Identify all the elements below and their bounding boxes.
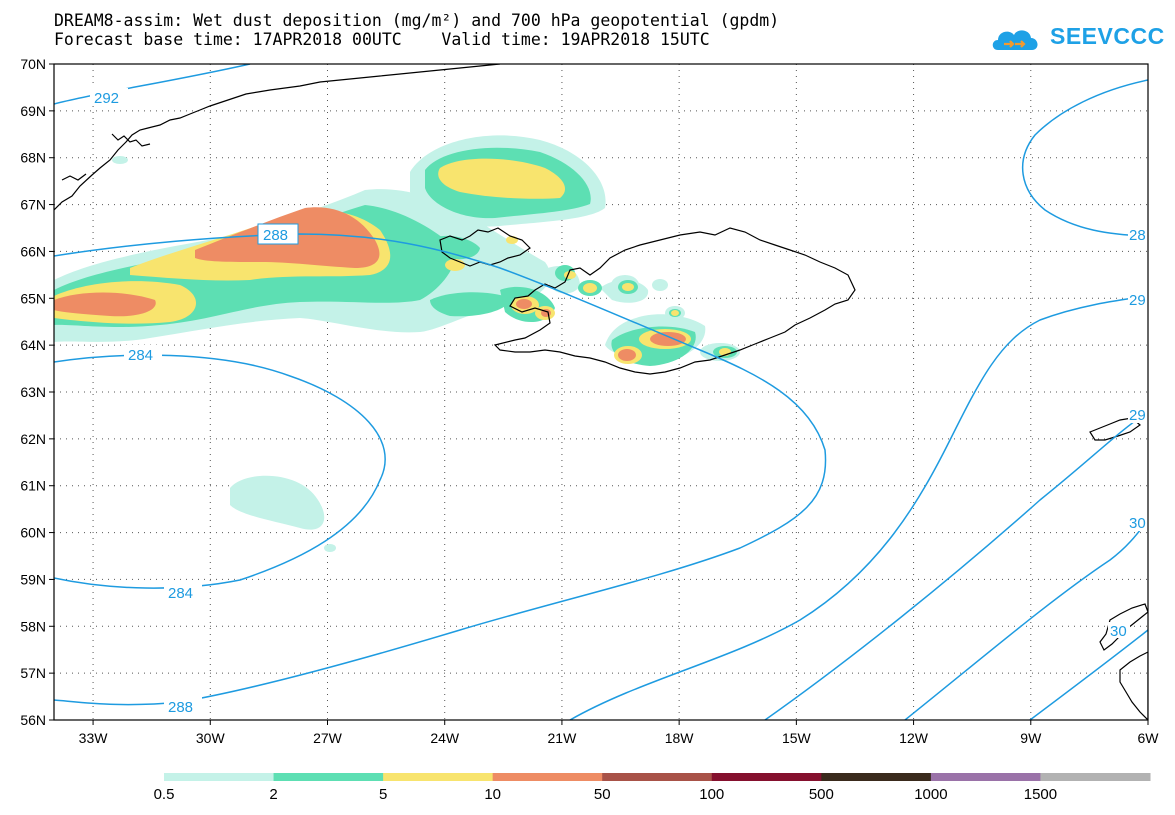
- lat-label: 66N: [20, 243, 46, 259]
- lat-label: 61N: [20, 478, 46, 494]
- lat-label: 69N: [20, 103, 46, 119]
- colorbar-label: 1500: [1024, 786, 1057, 803]
- colorbar: 0.5 2 5 10 50 100 500 1000 1500: [154, 773, 1151, 803]
- colorbar-swatch: [930, 773, 1041, 781]
- lat-label: 70N: [20, 56, 46, 72]
- lon-label: 27W: [313, 730, 343, 746]
- lat-label: 60N: [20, 525, 46, 541]
- contour-label: 284: [168, 585, 193, 602]
- colorbar-swatch: [821, 773, 932, 781]
- lat-label: 63N: [20, 384, 46, 400]
- contour-label: 284: [128, 347, 153, 364]
- colorbar-label: 2: [269, 786, 277, 803]
- lat-label: 68N: [20, 150, 46, 166]
- colorbar-label: 50: [594, 786, 611, 803]
- contour-label: 288: [168, 699, 193, 716]
- colorbar-swatch: [1040, 773, 1151, 781]
- map-title: DREAM8-assim: Wet dust deposition (mg/m²…: [54, 11, 780, 30]
- lon-label: 21W: [548, 730, 578, 746]
- colorbar-label: 500: [809, 786, 834, 803]
- contour-label: 30: [1110, 623, 1127, 640]
- lon-label: 15W: [782, 730, 812, 746]
- colorbar-label: 1000: [914, 786, 947, 803]
- logo-text: SEEVCCC: [1050, 23, 1165, 49]
- lon-label: 18W: [665, 730, 695, 746]
- contour-label: 29: [1129, 407, 1146, 424]
- latitude-labels: 70N 69N 68N 67N 66N 65N 64N 63N 62N 61N 60N 59N 58N 5…: [20, 56, 46, 728]
- seevccc-logo-icon: [992, 30, 1038, 50]
- lon-label: 6W: [1138, 730, 1160, 746]
- contour-labels: 292 288 284 284 288 28 29 29 30 30: [90, 88, 1148, 716]
- contour-label: 28: [1129, 227, 1146, 244]
- dust-deposition-field: [54, 135, 740, 552]
- contour-label: 29: [1129, 292, 1146, 309]
- axis-ticks: [49, 63, 1149, 725]
- colorbar-swatch: [602, 773, 713, 781]
- lat-label: 65N: [20, 290, 46, 306]
- colorbar-swatch: [273, 773, 384, 781]
- lat-label: 58N: [20, 618, 46, 634]
- lat-label: 62N: [20, 431, 46, 447]
- colorbar-swatch: [711, 773, 822, 781]
- map-gridlines: [54, 64, 1148, 720]
- lat-label: 56N: [20, 712, 46, 728]
- lon-label: 24W: [430, 730, 460, 746]
- lon-label: 12W: [899, 730, 929, 746]
- contour-label: 292: [94, 90, 119, 107]
- lon-label: 30W: [196, 730, 226, 746]
- colorbar-swatch: [164, 773, 275, 781]
- colorbar-swatch: [383, 773, 494, 781]
- contour-label: 288: [263, 227, 288, 244]
- lat-label: 67N: [20, 197, 46, 213]
- contour-label: 30: [1129, 515, 1146, 532]
- lat-label: 57N: [20, 665, 46, 681]
- longitude-labels: 33W 30W 27W 24W 21W 18W 15W 12W 9W 6W: [79, 730, 1160, 746]
- colorbar-label: 5: [379, 786, 387, 803]
- colorbar-label: 100: [699, 786, 724, 803]
- lat-label: 64N: [20, 337, 46, 353]
- lat-label: 59N: [20, 571, 46, 587]
- colorbar-label: 10: [484, 786, 501, 803]
- colorbar-label: 0.5: [154, 786, 175, 803]
- map-subtitle: Forecast base time: 17APR2018 00UTC Vali…: [54, 30, 710, 49]
- colorbar-swatch: [492, 773, 603, 781]
- lon-label: 9W: [1020, 730, 1042, 746]
- lon-label: 33W: [79, 730, 109, 746]
